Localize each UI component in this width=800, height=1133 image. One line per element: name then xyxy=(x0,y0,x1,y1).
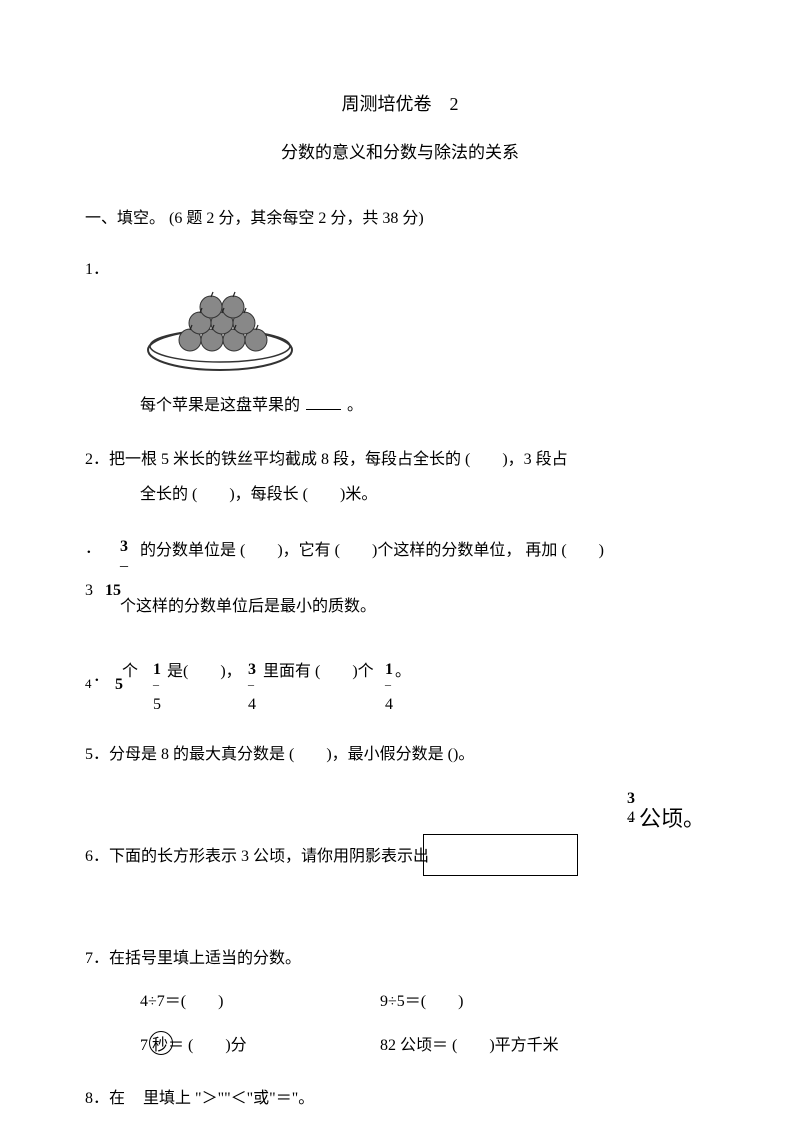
q2-line1: 把一根 5 米长的铁丝平均截成 8 段，每段占全长的 ( )，3 段占 xyxy=(109,451,568,468)
apple-plate-image xyxy=(140,290,715,375)
q3-text: 的分数单位是 ( )，它有 ( )个这样的分数单位， 再加 ( ) xyxy=(140,538,604,564)
question-5: 5．分母是 8 的最大真分数是 ( )，最小假分数是 ()。 xyxy=(85,742,715,768)
question-7: 7．在括号里填上适当的分数。 4÷7＝( ) 9÷5＝( ) 7 秒＝ ( )分… xyxy=(85,946,715,1059)
q2-line2: 全长的 ( )，每段长 ( )米。 xyxy=(140,482,715,508)
q7-text: 在括号里填上适当的分数。 xyxy=(109,950,301,967)
q2-number: 2． xyxy=(85,447,109,473)
q6-hectare-label: 公顷。 xyxy=(639,801,705,836)
q3-denominator: 15 xyxy=(105,578,121,604)
q3-left-num: 3 xyxy=(85,578,93,604)
q8-number: 8． xyxy=(85,1086,109,1112)
q7-number: 7． xyxy=(85,946,109,972)
q3-line2: 个这样的分数单位后是最小的质数。 xyxy=(120,594,376,620)
question-1: 1． 每个苹果是这盘苹果的 。 xyxy=(85,257,715,419)
section-1-header: 一、填空。 (6 题 2 分，其余每空 2 分，共 38 分) xyxy=(85,206,715,232)
question-3: ． 3 _ 的分数单位是 ( )，它有 ( )个这样的分数单位， 再加 ( ) … xyxy=(85,536,715,626)
q6-rectangle xyxy=(423,834,578,876)
q7-item-3: 7 秒＝ ( )分 xyxy=(140,1033,380,1059)
title: 周测培优卷 2 xyxy=(85,90,715,119)
q5-number: 5． xyxy=(85,742,109,768)
q6-fraction: 3 - 4 xyxy=(627,791,635,826)
q7-item-2: 9÷5＝( ) xyxy=(380,989,620,1015)
question-4: 4 ． 5 个 1 _ 5 是( )， 3 _ 4 里面有 ( )个 1 _ 4… xyxy=(85,654,715,714)
title-part2: 2 xyxy=(450,94,459,114)
q7-item-4: 82 公顷＝ ( )平方千米 xyxy=(380,1033,620,1059)
question-6: 3 - 4 公顷。 6．下面的长方形表示 3 公顷，请你用阴影表示出 xyxy=(85,796,715,896)
question-2: 2．把一根 5 米长的铁丝平均截成 8 段，每段占全长的 ( )，3 段占 全长… xyxy=(85,447,715,508)
blank-fraction xyxy=(306,409,341,410)
q5-text: 分母是 8 的最大真分数是 ( )，最小假分数是 ()。 xyxy=(109,746,474,763)
subtitle: 分数的意义和分数与除法的关系 xyxy=(85,139,715,166)
q1-number: 1． xyxy=(85,257,109,283)
question-8: 8．在里填上 "＞""＜"或"＝"。 xyxy=(85,1086,715,1112)
q1-text: 每个苹果是这盘苹果的 。 xyxy=(140,393,715,419)
title-part1: 周测培优卷 xyxy=(342,94,432,114)
q6-text: 6．下面的长方形表示 3 公顷，请你用阴影表示出 xyxy=(85,844,429,870)
circled-char: 秒 xyxy=(152,1033,168,1059)
q4-number: 4 xyxy=(85,674,92,695)
q7-item-1: 4÷7＝( ) xyxy=(140,989,380,1015)
q3-dot: ． xyxy=(85,536,101,562)
